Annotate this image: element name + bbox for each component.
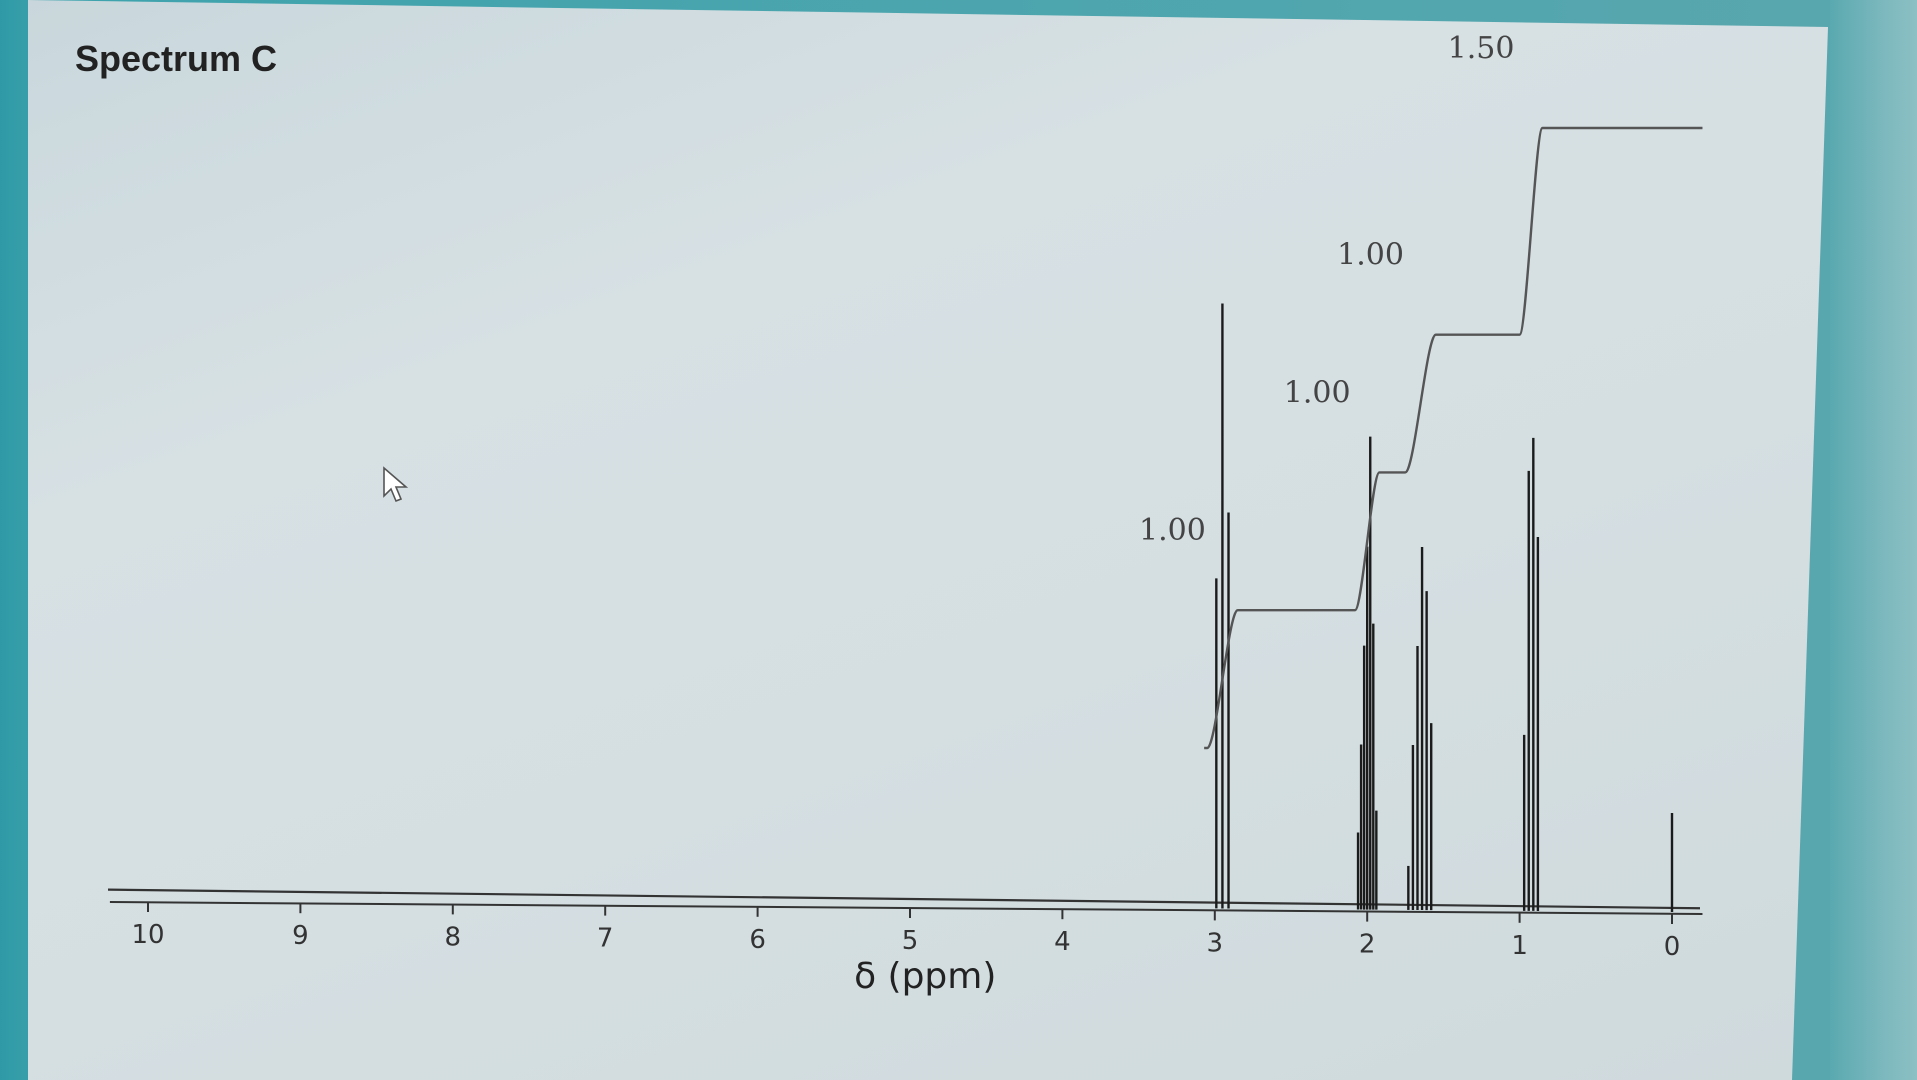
x-tick-label: 6 [749,925,766,955]
x-tick-label: 10 [131,920,164,950]
spectrum-baseline [107,888,1701,910]
x-tick-label: 5 [902,926,919,956]
x-tick-label: 4 [1054,927,1071,957]
baseline-layer [107,888,1701,910]
mouse-pointer-icon [383,466,409,503]
page-title: Spectrum C [75,38,278,79]
x-axis [109,901,1703,924]
peak-layer [1215,303,1674,912]
label-layer: 10 9 8 7 6 5 4 3 2 1 0δ (ppm)1.001.001.001.50 [131,31,1680,997]
screen-edge [1830,0,1917,1080]
integral-trace [1204,126,1703,750]
x-tick-label: 2 [1359,930,1376,960]
x-tick-label: 9 [292,921,309,951]
integral-value-label: 1.00 [1337,238,1404,273]
x-tick-label: 7 [597,924,614,954]
integral-value-label: 1.00 [1139,513,1206,548]
x-axis-title: δ (ppm) [854,956,996,997]
integral-value-label: 1.50 [1448,31,1515,66]
x-tick-label: 1 [1511,931,1528,961]
x-tick-label: 3 [1207,928,1224,958]
x-tick-label: 0 [1664,932,1681,962]
x-axis-line [109,901,1703,915]
x-tick-label: 8 [445,922,462,952]
integral-value-label: 1.00 [1284,375,1351,410]
integral-layer [1204,126,1703,750]
